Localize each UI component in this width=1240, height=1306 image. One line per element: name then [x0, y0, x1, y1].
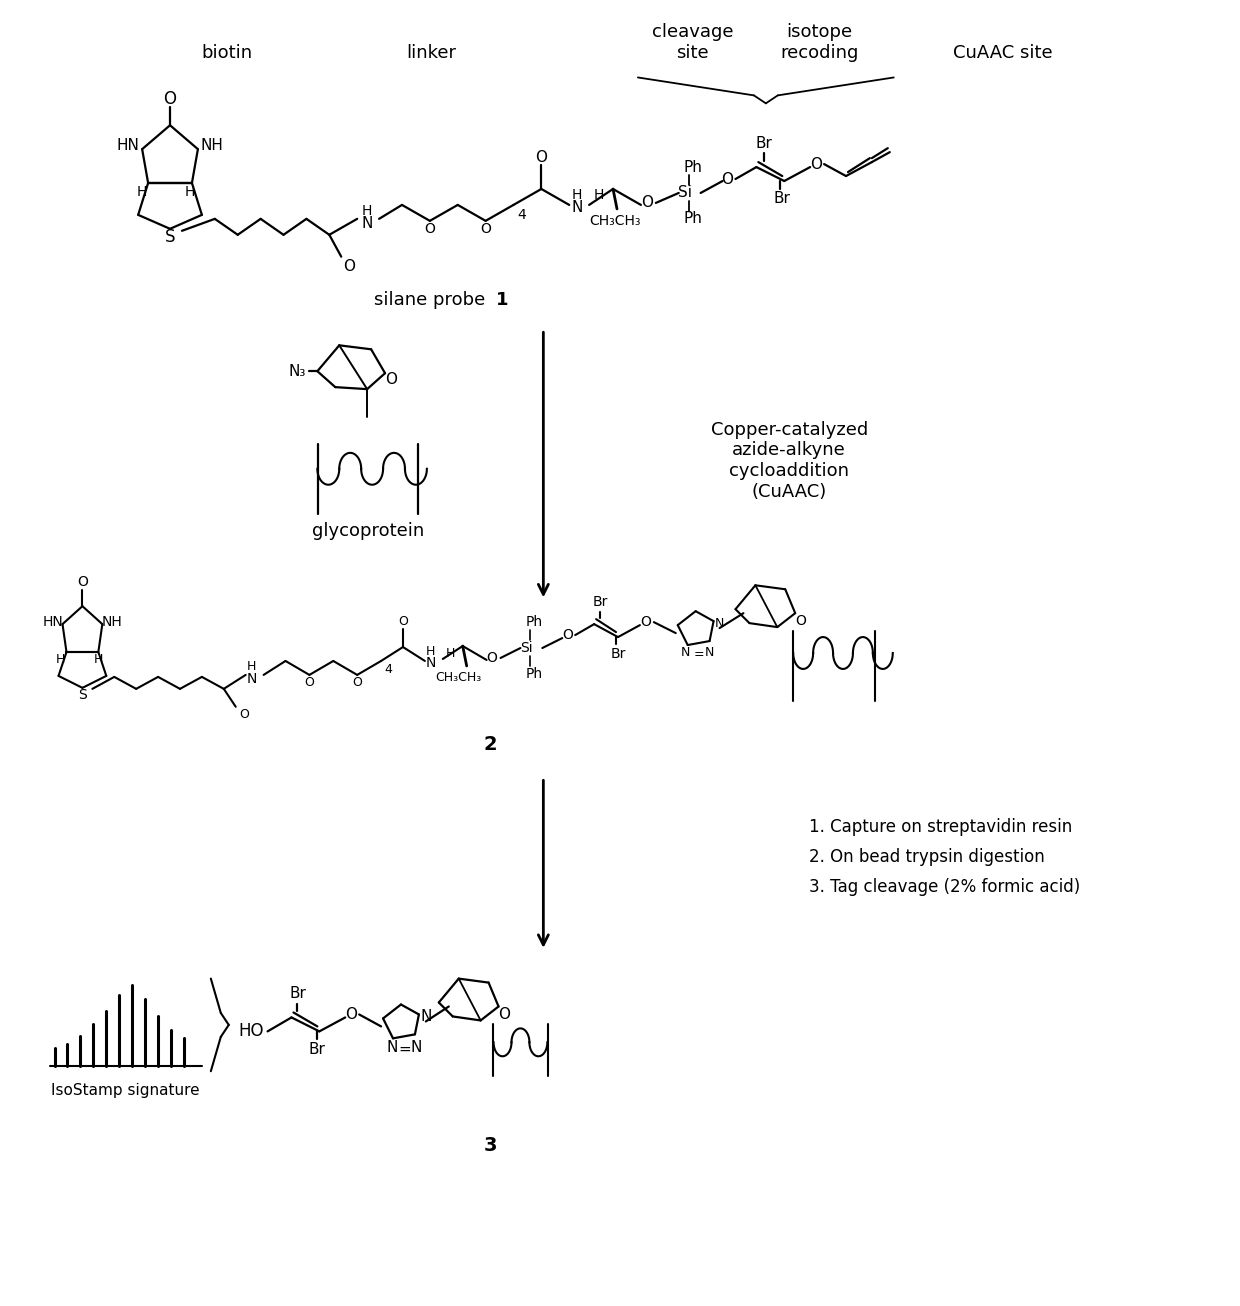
Text: H: H	[594, 188, 604, 202]
Text: H: H	[446, 648, 455, 661]
Text: Copper-catalyzed
azide-alkyne
cycloaddition
(CuAAC): Copper-catalyzed azide-alkyne cycloaddit…	[711, 421, 868, 502]
Text: O: O	[343, 259, 355, 274]
Text: O: O	[498, 1007, 511, 1023]
Text: O: O	[345, 1007, 357, 1023]
Text: Br: Br	[756, 136, 773, 150]
Text: O: O	[305, 677, 314, 690]
Text: glycoprotein: glycoprotein	[312, 521, 424, 539]
Text: NH: NH	[201, 137, 223, 153]
Text: O: O	[164, 90, 176, 108]
Text: H: H	[427, 644, 435, 657]
Text: O: O	[480, 222, 491, 236]
Text: H: H	[572, 188, 583, 202]
Text: Br: Br	[593, 596, 608, 609]
Text: O: O	[424, 222, 435, 236]
Text: NH: NH	[102, 615, 123, 629]
Text: N: N	[420, 1010, 432, 1024]
Text: 1: 1	[496, 290, 508, 308]
Text: 2. On bead trypsin digestion: 2. On bead trypsin digestion	[810, 848, 1045, 866]
Text: CuAAC site: CuAAC site	[954, 43, 1053, 61]
Text: IsoStamp signature: IsoStamp signature	[51, 1083, 200, 1097]
Text: O: O	[536, 150, 547, 165]
Text: CH₃CH₃: CH₃CH₃	[589, 214, 641, 227]
Text: H: H	[136, 185, 148, 199]
Text: O: O	[398, 615, 408, 628]
Text: Br: Br	[289, 986, 306, 1000]
Text: 1. Capture on streptavidin resin: 1. Capture on streptavidin resin	[810, 819, 1073, 836]
Text: N: N	[387, 1040, 398, 1055]
Text: S: S	[78, 688, 87, 701]
Text: H: H	[362, 204, 372, 218]
Text: HO: HO	[238, 1023, 264, 1041]
Text: =: =	[398, 1042, 412, 1057]
Text: Br: Br	[610, 646, 626, 661]
Text: N: N	[704, 646, 714, 660]
Text: CH₃CH₃: CH₃CH₃	[435, 671, 482, 684]
Text: H: H	[247, 661, 257, 674]
Text: N: N	[361, 217, 373, 231]
Text: O: O	[386, 372, 397, 387]
Text: N: N	[715, 616, 724, 629]
Text: 4: 4	[384, 663, 392, 677]
Text: O: O	[722, 171, 734, 187]
Text: S: S	[165, 227, 175, 246]
Text: Si: Si	[678, 185, 692, 200]
Text: Si: Si	[520, 641, 533, 656]
Text: O: O	[562, 628, 573, 643]
Text: N: N	[247, 671, 257, 686]
Text: N: N	[681, 646, 691, 660]
Text: O: O	[486, 650, 497, 665]
Text: Ph: Ph	[526, 615, 543, 629]
Text: Ph: Ph	[683, 159, 702, 175]
Text: O: O	[641, 196, 653, 210]
Text: N: N	[410, 1040, 422, 1055]
Text: O: O	[810, 157, 822, 171]
Text: O: O	[640, 615, 651, 629]
Text: 3. Tag cleavage (2% formic acid): 3. Tag cleavage (2% formic acid)	[810, 878, 1080, 896]
Text: O: O	[796, 614, 807, 628]
Text: H: H	[185, 185, 195, 199]
Text: 2: 2	[484, 735, 497, 754]
Text: N: N	[572, 200, 583, 215]
Text: silane probe: silane probe	[373, 290, 491, 308]
Text: O: O	[239, 708, 249, 721]
Text: biotin: biotin	[201, 43, 252, 61]
Text: 3: 3	[484, 1136, 497, 1156]
Text: Ph: Ph	[683, 212, 702, 226]
Text: Ph: Ph	[526, 667, 543, 680]
Text: H: H	[94, 653, 103, 666]
Text: H: H	[56, 653, 66, 666]
Text: 4: 4	[517, 208, 526, 222]
Text: isotope
recoding: isotope recoding	[780, 24, 858, 61]
Text: N: N	[425, 656, 436, 670]
Text: =: =	[693, 649, 704, 662]
Text: O: O	[352, 677, 362, 690]
Text: N₃: N₃	[289, 363, 306, 379]
Text: HN: HN	[42, 615, 63, 629]
Text: Br: Br	[309, 1042, 326, 1057]
Text: Br: Br	[774, 192, 791, 206]
Text: O: O	[77, 576, 88, 589]
Text: HN: HN	[117, 137, 140, 153]
Text: cleavage
site: cleavage site	[652, 24, 733, 61]
Text: linker: linker	[405, 43, 456, 61]
